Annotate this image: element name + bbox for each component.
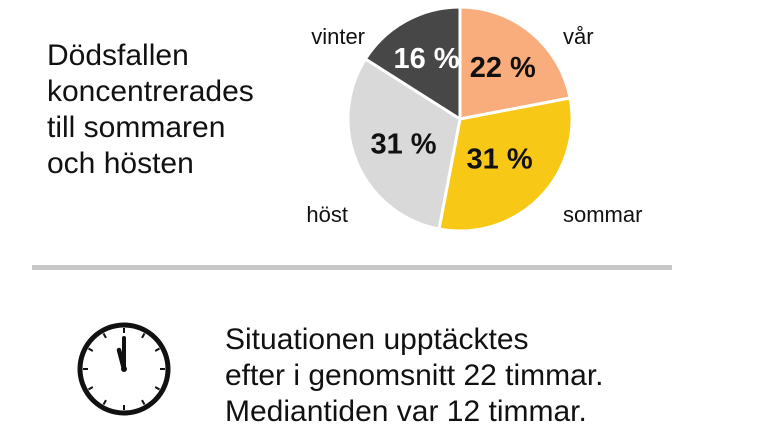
clock-tick bbox=[102, 332, 107, 339]
slice-category-label: vinter bbox=[311, 24, 365, 49]
slice-value-label: 31 % bbox=[370, 129, 436, 161]
summary-line: efter i genomsnitt 22 timmar. bbox=[225, 359, 604, 392]
clock-tick bbox=[154, 347, 161, 352]
headline-line: Dödsfallen bbox=[47, 39, 189, 72]
pie-slice bbox=[437, 96, 574, 233]
clock-icon bbox=[77, 322, 171, 416]
summary-line: Mediantiden var 12 timmar. bbox=[225, 395, 587, 428]
headline-line: och hösten bbox=[47, 147, 194, 180]
slice-value-label: 16 % bbox=[393, 43, 459, 75]
slice-category-label: vår bbox=[563, 24, 594, 49]
summary-text: Situationen upptäcktes efter i genomsnit… bbox=[225, 322, 604, 430]
season-pie-chart: 22 % 31 % 31 % 16 % vår sommar höst vinter bbox=[306, 5, 642, 233]
headline-line: koncentrerades bbox=[47, 75, 254, 108]
slice-category-label: höst bbox=[306, 202, 348, 227]
clock-tick bbox=[141, 332, 146, 339]
clock-tick bbox=[141, 399, 146, 406]
clock-tick bbox=[154, 386, 161, 391]
clock-tick bbox=[87, 347, 94, 352]
slice-value-label: 22 % bbox=[470, 52, 536, 84]
pie-slice bbox=[363, 5, 462, 121]
clock-tick bbox=[87, 386, 94, 391]
pie-slice bbox=[458, 5, 572, 121]
summary-line: Situationen upptäcktes bbox=[225, 323, 529, 356]
clock-tick bbox=[102, 399, 107, 406]
headline: Dödsfallen koncentrerades till sommaren … bbox=[47, 38, 297, 182]
slice-category-label: sommar bbox=[563, 202, 642, 227]
divider bbox=[32, 265, 672, 270]
headline-line: till sommaren bbox=[47, 111, 226, 144]
slice-value-label: 31 % bbox=[467, 144, 533, 176]
